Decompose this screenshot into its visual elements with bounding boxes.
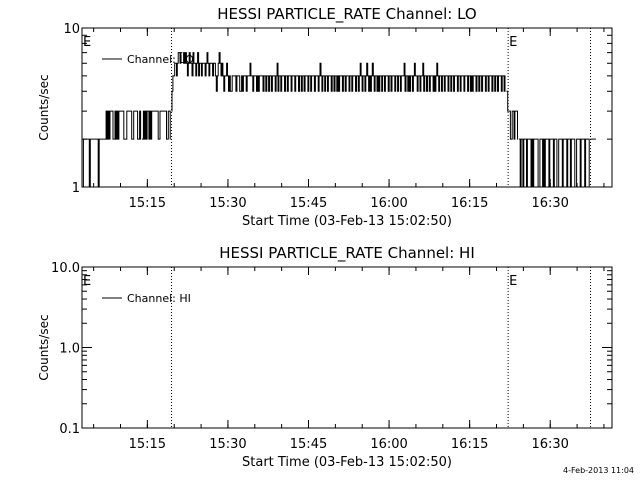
lo-left-marker-label: E — [83, 35, 91, 50]
lo-series-0-segment-2 — [171, 52, 183, 112]
hi-chart-title: HESSI PARTICLE_RATE Channel: HI — [219, 244, 475, 263]
hi-vline-label-1: E — [509, 274, 517, 289]
lo-legend-label: Channel: LO — [127, 53, 194, 66]
hi-xtick-label-0: 15:15 — [129, 437, 166, 452]
lo-series-0-segment-3 — [183, 52, 506, 92]
lo-plot-frame — [81, 27, 613, 188]
lo-series-0-segment-4 — [506, 90, 518, 140]
footer-timestamp: 4-Feb-2013 11:04 — [563, 466, 634, 475]
lo-xtick-label-2: 15:45 — [290, 196, 327, 211]
lo-series-0-segment-0 — [82, 110, 142, 188]
lo-x-axis-label: Start Time (03-Feb-13 15:02:50) — [242, 214, 452, 229]
lo-xtick-label-0: 15:15 — [129, 196, 166, 211]
hi-y-axis-label: Counts/sec — [37, 314, 51, 380]
hi-xtick-label-1: 15:30 — [209, 437, 246, 452]
lo-vline-label-1: E — [509, 35, 517, 50]
lo-xtick-label-1: 15:30 — [209, 196, 246, 211]
lo-ytick-label-1: 10 — [63, 22, 80, 37]
hi-x-axis-label: Start Time (03-Feb-13 15:02:50) — [242, 455, 452, 470]
lo-xtick-label-3: 16:00 — [370, 196, 407, 211]
hi-ytick-label-1: 1.0 — [59, 342, 80, 357]
lo-series-0-segment-5 — [518, 138, 590, 188]
lo-chart-title: HESSI PARTICLE_RATE Channel: LO — [217, 5, 476, 24]
hi-xtick-label-3: 16:00 — [370, 437, 407, 452]
hi-xtick-label-5: 16:30 — [531, 437, 568, 452]
hi-ytick-label-2: 10.0 — [51, 261, 80, 276]
hi-legend-label: Channel: HI — [127, 292, 191, 305]
hi-ytick-label-0: 0.1 — [59, 422, 80, 437]
hi-xtick-label-4: 16:15 — [451, 437, 488, 452]
lo-y-axis-label: Counts/sec — [37, 74, 51, 140]
lo-xtick-label-5: 16:30 — [531, 196, 568, 211]
hi-left-marker-label: E — [83, 274, 91, 289]
lo-ytick-label-0: 1 — [72, 181, 80, 196]
lo-series-0-segment-1 — [142, 110, 171, 140]
hi-xtick-label-2: 15:45 — [290, 437, 327, 452]
lo-xtick-label-4: 16:15 — [451, 196, 488, 211]
